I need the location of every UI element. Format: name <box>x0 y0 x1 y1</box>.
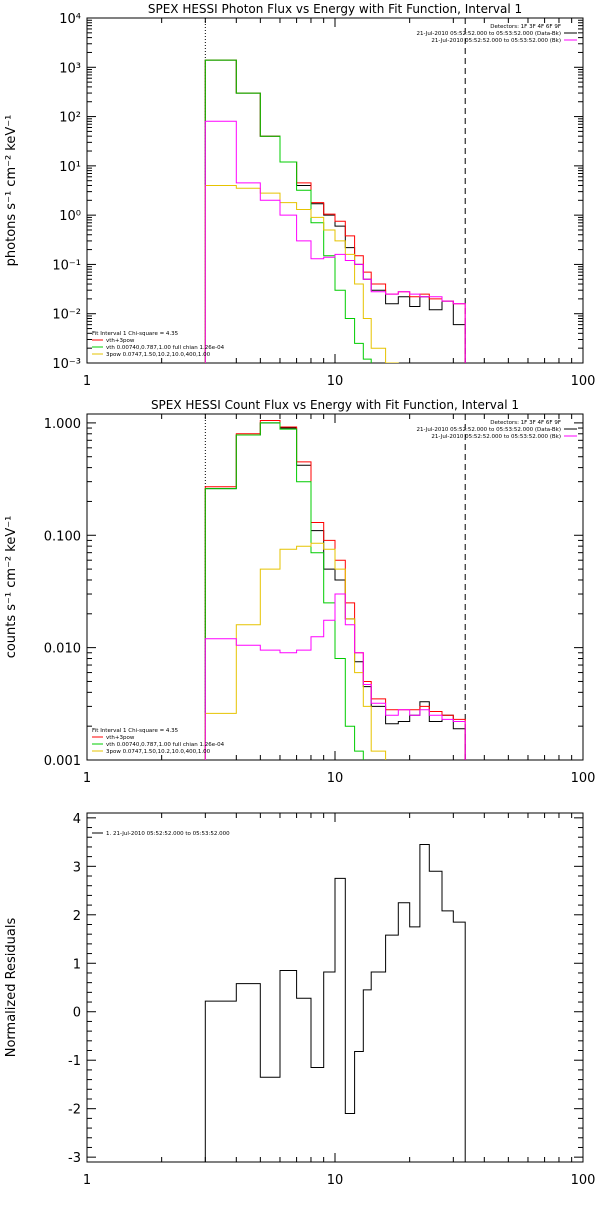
series-line-bk <box>204 120 466 363</box>
legend-entry: 3pow 0.0747,1.50,10.2,10.0,400,1.00 <box>106 352 211 358</box>
legend-entry: 3pow 0.0747,1.50,10.2,10.0,400,1.00 <box>106 749 211 755</box>
x-tick-label: 10 <box>327 1173 344 1188</box>
x-tick-label: 10 <box>327 771 344 786</box>
y-tick-label: -1 <box>68 1054 81 1069</box>
series-line-vth <box>204 59 372 363</box>
legend-entry: Detectors: 1F 3F 4F 6F 9F <box>490 24 561 30</box>
y-tick-label: 10² <box>59 111 81 126</box>
y-tick-label: 10⁻³ <box>52 357 81 372</box>
y-tick-label: 3 <box>73 860 81 875</box>
y-tick-label: -2 <box>68 1103 81 1118</box>
y-tick-label: 0.100 <box>44 529 81 544</box>
y-axis-label: Normalized Residuals <box>4 918 19 1058</box>
x-tick-label: 1 <box>83 374 91 389</box>
series-line-residuals <box>204 844 466 1162</box>
y-tick-label: 10⁴ <box>59 12 81 27</box>
series-line-vth <box>204 422 364 760</box>
y-tick-label: 10¹ <box>59 160 81 175</box>
legend-entry: vth 0.00740,0.787,1.00 full chian 1.26e-… <box>106 345 225 351</box>
legend-entry: vth+3pow <box>106 735 135 741</box>
series-line-vth-3pow <box>204 420 466 760</box>
panel-1: SPEX HESSI Photon Flux vs Energy with Fi… <box>4 2 595 389</box>
legend-entry: 21-Jul-2010 05:52:52.000 to 05:53:52.000… <box>431 434 561 440</box>
y-tick-label: 1 <box>73 957 81 972</box>
y-tick-label: 1.000 <box>44 417 81 432</box>
x-tick-label: 100 <box>571 1173 596 1188</box>
y-tick-label: 2 <box>73 909 81 924</box>
y-tick-label: 10⁰ <box>59 209 81 224</box>
y-tick-label: 0.010 <box>44 642 81 657</box>
legend-entry: 21-Jul-2010 05:52:52.000 to 05:53:52.000… <box>431 38 561 44</box>
x-tick-label: 10 <box>327 374 344 389</box>
series-group <box>204 420 466 760</box>
legend-entry: Fit Interval 1 Chi-square = 4.35 <box>92 331 179 337</box>
plot-frame <box>86 812 584 1163</box>
y-tick-label: 0 <box>73 1006 81 1021</box>
series-line-bk <box>204 593 466 760</box>
series-line-data-bk <box>204 59 466 363</box>
chart-title: SPEX HESSI Count Flux vs Energy with Fit… <box>151 398 519 412</box>
legend-entry: Detectors: 1F 3F 4F 6F 9F <box>490 420 561 426</box>
series-group <box>204 59 466 363</box>
series-line-3pow <box>204 542 387 760</box>
chart-title: SPEX HESSI Photon Flux vs Energy with Fi… <box>148 2 522 16</box>
series-line-3pow <box>204 185 399 363</box>
y-tick-label: -3 <box>68 1151 81 1166</box>
y-axis-label: photons s⁻¹ cm⁻² keV⁻¹ <box>4 115 19 267</box>
y-tick-label: 10⁻² <box>52 308 81 323</box>
legend-entry: Fit Interval 1 Chi-square = 4.35 <box>92 728 179 734</box>
y-tick-label: 10⁻¹ <box>52 258 81 273</box>
y-tick-label: 0.001 <box>44 754 81 769</box>
x-tick-label: 100 <box>571 771 596 786</box>
plot-frame <box>86 17 584 364</box>
series-line-vth-3pow <box>204 59 466 363</box>
x-tick-label: 1 <box>83 771 91 786</box>
y-tick-label: 4 <box>73 812 81 827</box>
panel-2: SPEX HESSI Count Flux vs Energy with Fit… <box>4 398 595 786</box>
x-tick-label: 100 <box>571 374 596 389</box>
panel-3: Normalized Residuals 1 10 100 -3 -2 -1 0 1 2 3 4 1. … <box>4 812 595 1188</box>
legend-entry: 21-Jul-2010 05:52:52.000 to 05:53:52.000… <box>417 31 562 37</box>
legend-entry: 1. 21-Jul-2010 05:52:52.000 to 05:53:52.… <box>106 831 230 837</box>
y-tick-label: 10³ <box>59 61 81 76</box>
legend-entry: vth 0.00740,0.787,1.00 full chian 1.26e-… <box>106 742 225 748</box>
series-line-data-bk <box>204 422 466 760</box>
plot-frame <box>86 413 584 761</box>
x-tick-label: 1 <box>83 1173 91 1188</box>
legend-entry: vth+3pow <box>106 338 135 344</box>
legend-entry: 21-Jul-2010 05:52:52.000 to 05:53:52.000… <box>417 427 562 433</box>
y-axis-label: counts s⁻¹ cm⁻² keV⁻¹ <box>4 516 19 659</box>
series-group <box>204 844 466 1162</box>
